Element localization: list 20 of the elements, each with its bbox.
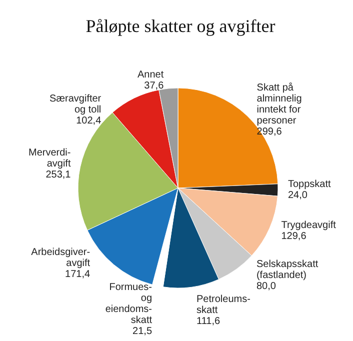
data-label: 129,6 <box>281 231 307 242</box>
data-label: 111,6 <box>196 316 220 328</box>
data-label: 80,0 <box>256 281 276 292</box>
slice-label: Formues- og eiendoms- skatt <box>105 282 152 326</box>
slice-label: Merverdi- avgift <box>28 147 71 170</box>
slice-label: Petroleums- skatt <box>196 294 250 316</box>
slice-label: Trygdeavgift <box>281 220 336 232</box>
data-label: 21,5 <box>132 326 152 337</box>
slice-label: Toppskatt <box>288 179 332 190</box>
slice-label: Skatt på alminnelig inntekt for personer <box>256 82 302 127</box>
slice-label: Særavgifter og toll <box>49 93 102 116</box>
slice-label: Arbeidsgiver- avgift <box>31 247 90 269</box>
data-label: 253,1 <box>46 169 72 180</box>
slice-label: Selskapsskatt (fastlandet) <box>256 259 318 282</box>
slice-label: Annet <box>138 69 164 80</box>
data-label: 171,4 <box>65 269 91 280</box>
data-label: 37,6 <box>144 80 164 92</box>
chart-title: Påløpte skatter og avgifter <box>86 16 276 36</box>
data-label: 102,4 <box>76 115 102 126</box>
data-label: 24,0 <box>288 190 308 202</box>
